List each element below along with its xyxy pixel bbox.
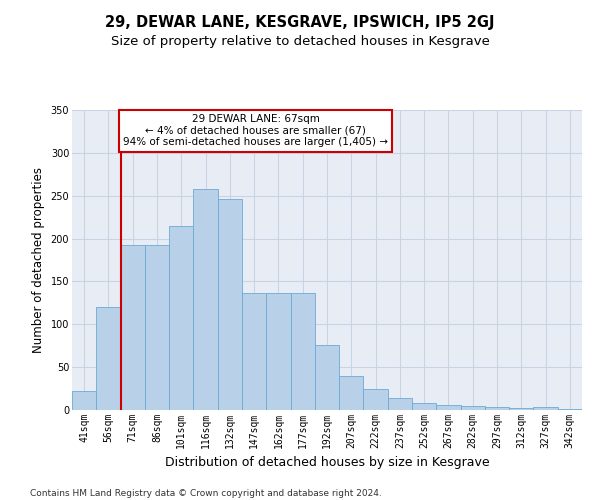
Bar xyxy=(533,406,558,410)
Bar xyxy=(364,388,388,410)
Bar xyxy=(558,409,582,410)
Bar xyxy=(193,189,218,410)
Bar xyxy=(266,294,290,410)
X-axis label: Distribution of detached houses by size in Kesgrave: Distribution of detached houses by size … xyxy=(164,456,490,469)
Bar xyxy=(145,244,169,410)
Text: Size of property relative to detached houses in Kesgrave: Size of property relative to detached ho… xyxy=(110,35,490,48)
Bar xyxy=(169,226,193,410)
Bar xyxy=(96,307,121,410)
Bar xyxy=(218,199,242,410)
Text: 29 DEWAR LANE: 67sqm
← 4% of detached houses are smaller (67)
94% of semi-detach: 29 DEWAR LANE: 67sqm ← 4% of detached ho… xyxy=(123,114,388,148)
Bar xyxy=(242,292,266,410)
Bar xyxy=(388,398,412,410)
Bar xyxy=(290,294,315,410)
Bar xyxy=(339,376,364,410)
Text: 29, DEWAR LANE, KESGRAVE, IPSWICH, IP5 2GJ: 29, DEWAR LANE, KESGRAVE, IPSWICH, IP5 2… xyxy=(105,15,495,30)
Bar xyxy=(461,406,485,410)
Bar xyxy=(315,345,339,410)
Bar xyxy=(121,246,145,410)
Text: Contains HM Land Registry data © Crown copyright and database right 2024.: Contains HM Land Registry data © Crown c… xyxy=(30,488,382,498)
Bar xyxy=(412,403,436,410)
Bar xyxy=(436,405,461,410)
Bar xyxy=(509,408,533,410)
Y-axis label: Number of detached properties: Number of detached properties xyxy=(32,167,45,353)
Bar xyxy=(72,391,96,410)
Bar xyxy=(485,406,509,410)
